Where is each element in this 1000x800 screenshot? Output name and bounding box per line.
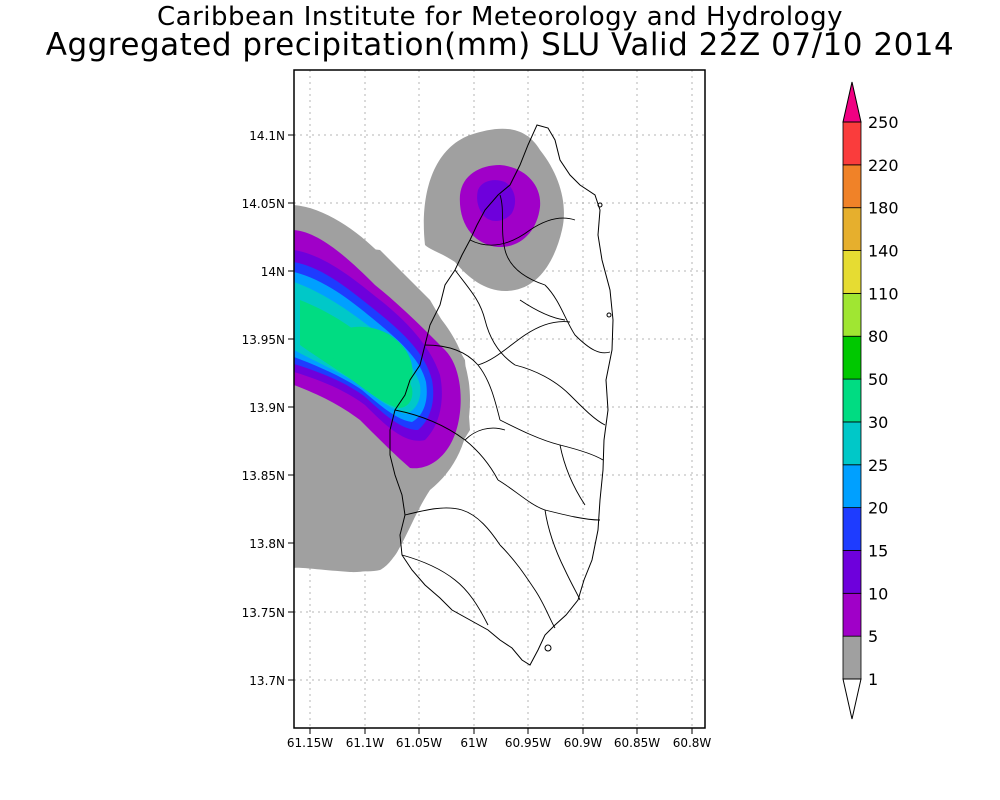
colorbar-swatch: [842, 464, 862, 509]
lon-label: 60.8W: [673, 736, 712, 750]
islet: [597, 202, 603, 208]
colorbar-label: 30: [868, 413, 888, 432]
colorbar-swatch: [842, 335, 862, 380]
lon-label: 60.85W: [614, 736, 660, 750]
colorbar-label: 10: [868, 584, 888, 603]
colorbar-label: 250: [868, 113, 899, 132]
colorbar-label: 50: [868, 370, 888, 389]
lon-label: 61.1W: [346, 736, 385, 750]
precip-area-30mm-core: [330, 326, 413, 397]
colorbar-label: 140: [868, 242, 899, 261]
lat-label: 14.1N: [249, 129, 285, 143]
colorbar-label: 25: [868, 456, 888, 475]
latitude-labels: 14.1N 14.05N 14N 13.95N 13.9N 13.85N 13.…: [242, 129, 285, 688]
colorbar-swatches: [842, 121, 862, 680]
map-plot-area: 14.1N 14.05N 14N 13.95N 13.9N 13.85N 13.…: [242, 69, 712, 750]
colorbar-swatch: [842, 121, 862, 166]
colorbar-swatch: [842, 507, 862, 551]
st-lucia-outline: [389, 124, 614, 666]
map-frame: [293, 69, 706, 729]
lon-label: 60.9W: [564, 736, 603, 750]
institute-title: Caribbean Institute for Meteorology and …: [157, 2, 843, 32]
islet: [544, 644, 552, 652]
colorbar-label: 15: [868, 541, 888, 560]
map-subtitle: Aggregated precipitation(mm) SLU Valid 2…: [45, 27, 955, 63]
lat-label: 13.7N: [249, 674, 285, 688]
island-coastline: [389, 124, 614, 666]
colorbar-swatch: [842, 550, 862, 594]
longitude-labels: 61.15W 61.1W 61.05W 61W 60.95W 60.9W 60.…: [287, 736, 712, 750]
lat-label: 13.9N: [249, 401, 285, 415]
precip-area-1mm-south: [294, 505, 400, 573]
lat-label: 13.8N: [249, 537, 285, 551]
colorbar-label: 220: [868, 156, 899, 175]
lon-label: 61W: [460, 736, 487, 750]
lat-label: 13.75N: [242, 606, 285, 620]
colorbar-swatch: [842, 635, 862, 680]
lon-label: 61.05W: [396, 736, 442, 750]
islet: [606, 312, 612, 318]
colorbar-swatch: [842, 421, 862, 466]
lon-label: 60.95W: [505, 736, 551, 750]
axis-ticks: [288, 134, 693, 734]
colorbar-label: 1: [868, 670, 878, 689]
lat-label: 13.95N: [242, 333, 285, 347]
colorbar-label: 20: [868, 499, 888, 518]
colorbar-swatch: [842, 292, 862, 337]
colorbar-swatch: [842, 250, 862, 294]
colorbar-swatch: [842, 592, 862, 637]
lat-label: 14.05N: [242, 197, 285, 211]
lat-label: 13.85N: [242, 469, 285, 483]
lat-label: 14N: [261, 265, 285, 279]
precip-area-10mm-north: [477, 180, 516, 222]
colorbar-label: 180: [868, 199, 899, 218]
internal-boundaries: [394, 194, 611, 629]
colorbar-top-arrow: [842, 81, 862, 123]
colorbar-label: 80: [868, 327, 888, 346]
colorbar-label: 5: [868, 627, 878, 646]
precipitation-shading: [294, 128, 564, 573]
colorbar-bottom-arrow: [842, 678, 862, 720]
colorbar-swatch: [842, 207, 862, 251]
colorbar-swatch: [842, 378, 862, 423]
lon-label: 61.15W: [287, 736, 333, 750]
colorbar-swatch: [842, 164, 862, 209]
colorbar-label: 110: [868, 284, 899, 303]
